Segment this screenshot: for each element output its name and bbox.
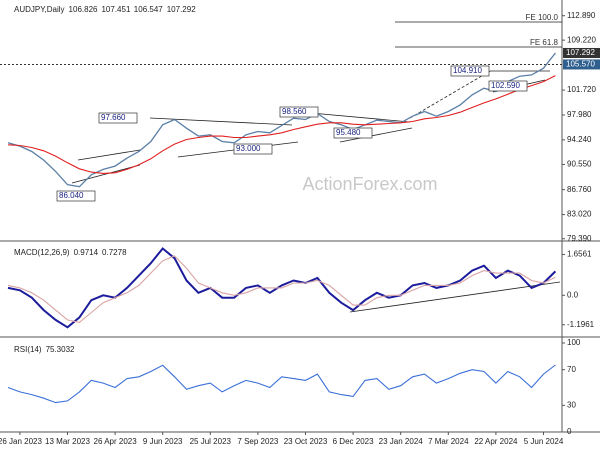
y-tick-label: 70 — [567, 365, 576, 374]
title: RSI(14) — [14, 345, 42, 354]
annotation-box — [98, 112, 138, 124]
y-tick-label: 1.6561 — [567, 250, 592, 259]
annotation: 93.000 — [236, 144, 261, 153]
x-tick-label: 13 Mar 2023 — [45, 437, 90, 446]
y-tick-label: 0 — [567, 427, 572, 436]
frame — [0, 0, 600, 433]
annotation: 102.590 — [491, 81, 520, 90]
y-tick-label: 30 — [567, 400, 576, 409]
annotation: 86.040 — [59, 191, 84, 200]
y-tick-label: 94.240 — [567, 135, 592, 144]
header-value: 107.451 — [101, 5, 130, 14]
annotation-box — [333, 127, 373, 139]
annotation: 97.660 — [101, 113, 126, 122]
panel-title: AUDJPY,Daily 106.826 107.451 106.547 107.292 — [14, 5, 196, 14]
header-value: 106.547 — [134, 5, 163, 14]
price-label: 107.292 — [566, 48, 595, 57]
macd-trend-line — [349, 281, 561, 313]
panel-title: MACD(12,26,9) 0.9714 0.7278 — [14, 248, 127, 257]
x-tick-label: 23 Oct 2023 — [284, 437, 328, 446]
annotation-box — [233, 143, 273, 155]
header-value: 75.3032 — [46, 345, 75, 354]
x-tick-label: 26 Apr 2023 — [94, 437, 138, 446]
series-line — [7, 75, 556, 174]
header-value: 0.7278 — [102, 248, 127, 257]
y-tick-label: 109.220 — [567, 35, 596, 44]
y-tick-label: 112.890 — [567, 11, 596, 20]
price-box — [563, 47, 600, 58]
level-box — [563, 59, 600, 70]
annotation: 104.910 — [453, 66, 482, 75]
x-tick-label: 6 Dec 2023 — [333, 437, 374, 446]
annotation-box — [488, 80, 528, 92]
series-line — [7, 52, 556, 188]
header-value: 107.292 — [167, 5, 196, 14]
series-line — [7, 255, 556, 323]
y-tick-label: 0.0 — [567, 290, 579, 299]
y-tick-label: 90.550 — [567, 160, 592, 169]
x-tick-label: 25 Jul 2023 — [190, 437, 232, 446]
y-tick-label: 86.760 — [567, 185, 592, 194]
y-tick-label: 100 — [567, 338, 581, 347]
x-tick-label: 7 Mar 2024 — [428, 437, 469, 446]
y-tick-label: 97.980 — [567, 110, 592, 119]
x-tick-label: 23 Jan 2024 — [379, 437, 424, 446]
annotation: FE 100.0 — [526, 13, 559, 22]
header-value: 0.9714 — [74, 248, 99, 257]
annotation-box — [56, 190, 96, 202]
annotation-box — [279, 106, 319, 118]
y-tick-label: 83.020 — [567, 210, 592, 219]
trend-line — [77, 149, 141, 161]
trend-line — [149, 117, 293, 126]
x-tick-label: 5 Jun 2024 — [524, 437, 564, 446]
title: MACD(12,26,9) — [14, 248, 70, 257]
trend-line — [71, 164, 141, 184]
series-line — [7, 247, 557, 329]
annotation: FE 61.8 — [530, 38, 559, 47]
x-tick-label: 26 Jan 2023 — [0, 437, 42, 446]
watermark: ActionForex.com — [302, 174, 437, 194]
x-tick-label: 22 Apr 2024 — [474, 437, 518, 446]
y-tick-label: 79.390 — [567, 234, 592, 243]
y-tick-label: 101.720 — [567, 85, 596, 94]
projection-line — [409, 69, 493, 119]
annotation-box — [450, 65, 490, 77]
header-value: 106.826 — [69, 5, 98, 14]
annotation: 95.480 — [336, 128, 361, 137]
x-tick-label: 7 Sep 2023 — [237, 437, 278, 446]
y-tick-label: -1.1961 — [567, 320, 595, 329]
trend-line — [339, 127, 413, 143]
title: AUDJPY,Daily — [14, 5, 65, 14]
panel-title: RSI(14) 75.3032 — [14, 345, 75, 354]
x-tick-label: 9 Jun 2023 — [143, 437, 183, 446]
annotation: 98.560 — [282, 107, 307, 116]
level-label: 105.570 — [566, 60, 595, 69]
series-line — [7, 364, 556, 404]
